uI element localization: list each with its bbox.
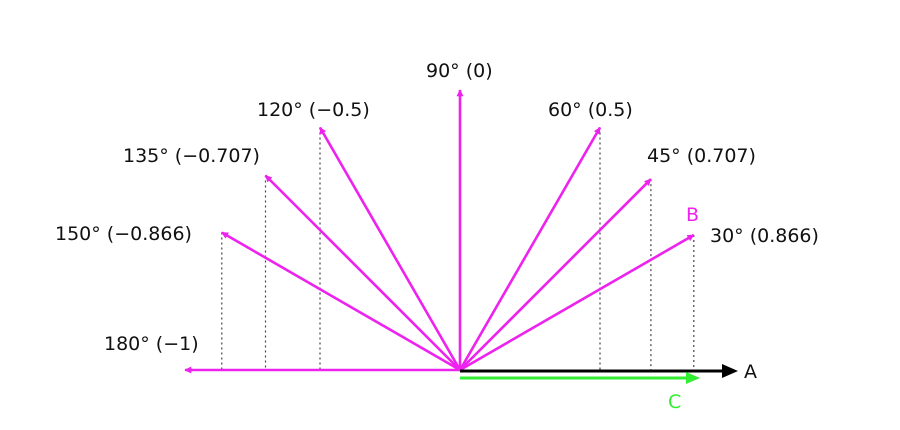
vectors <box>184 89 695 374</box>
angle-label-120: 120° (−0.5) <box>257 99 370 121</box>
angle-label-90: 90° (0) <box>426 60 493 82</box>
vector-120 <box>318 126 462 371</box>
vector-30 <box>459 233 695 372</box>
angle-label-60: 60° (0.5) <box>548 99 633 121</box>
vector-c-arrowhead <box>686 372 700 384</box>
vector-b-label: B <box>686 204 699 226</box>
angle-label-45: 45° (0.707) <box>647 145 756 167</box>
vector-135 <box>264 174 461 371</box>
angle-label-150: 150° (−0.866) <box>55 223 192 245</box>
vector-a-label: A <box>744 361 757 383</box>
vector-a-arrowhead <box>722 364 738 378</box>
angle-label-30: 30° (0.866) <box>710 225 819 247</box>
vector-c-label: C <box>668 391 681 413</box>
vector-150 <box>221 231 461 372</box>
vector-60 <box>458 126 602 371</box>
angle-label-180: 180° (−1) <box>104 333 199 355</box>
angle-label-135: 135° (−0.707) <box>123 145 260 167</box>
vector-45 <box>459 178 652 371</box>
angle-labels: 30° (0.866) 45° (0.707) 60° (0.5) 90° (0… <box>55 60 819 355</box>
projection-guides <box>221 127 695 370</box>
